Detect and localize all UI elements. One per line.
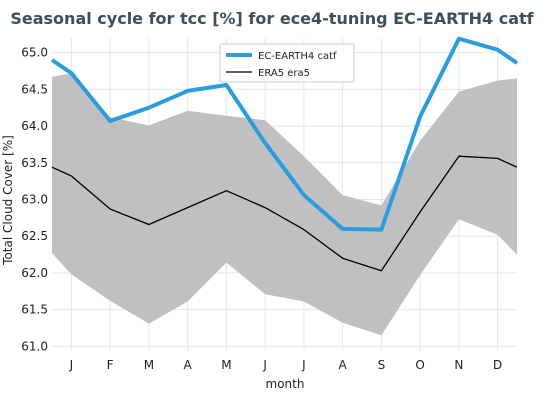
legend-label: ERA5 era5 — [258, 68, 310, 79]
x-tick-label: N — [454, 358, 463, 372]
x-tick-label: M — [144, 358, 154, 372]
y-tick-label: 64.0 — [21, 119, 48, 133]
y-tick-label: 62.5 — [21, 229, 48, 243]
legend-box — [219, 43, 355, 83]
y-axis-label: Total Cloud Cover [%] — [1, 135, 15, 266]
ensemble-band-area — [52, 73, 517, 336]
x-tick-label: F — [107, 358, 114, 372]
y-tick-labels: 61.0 61.5 62.0 62.5 63.0 63.5 64.0 64.5 65.0 — [21, 46, 48, 354]
x-tick-label: M — [221, 358, 231, 372]
x-tick-label: J — [69, 358, 74, 372]
x-tick-label: S — [378, 358, 386, 372]
x-tick-label: D — [493, 358, 502, 372]
y-tick-label: 61.0 — [21, 339, 48, 353]
legend: EC-EARTH4 catf ERA5 era5 — [219, 43, 355, 83]
x-tick-label: O — [415, 358, 424, 372]
legend-label: EC-EARTH4 catf — [258, 51, 337, 62]
y-tick-label: 61.5 — [21, 303, 48, 317]
x-axis-label: month — [266, 377, 305, 391]
y-tick-label: 62.0 — [21, 266, 48, 280]
y-tick-label: 64.5 — [21, 82, 48, 96]
x-tick-label: A — [339, 358, 348, 372]
series-line-model — [50, 36, 519, 232]
ensemble-band — [52, 73, 517, 336]
chart-title: Seasonal cycle for tcc [%] for ece4-tuni… — [10, 9, 534, 28]
y-tick-label: 65.0 — [21, 46, 48, 60]
y-tick-label: 63.5 — [21, 156, 48, 170]
x-tick-label: A — [184, 358, 193, 372]
x-tick-label: J — [301, 358, 306, 372]
series-lines — [50, 36, 519, 272]
y-tick-label: 63.0 — [21, 193, 48, 207]
x-tick-label: J — [262, 358, 267, 372]
series-line-reference — [51, 155, 518, 272]
